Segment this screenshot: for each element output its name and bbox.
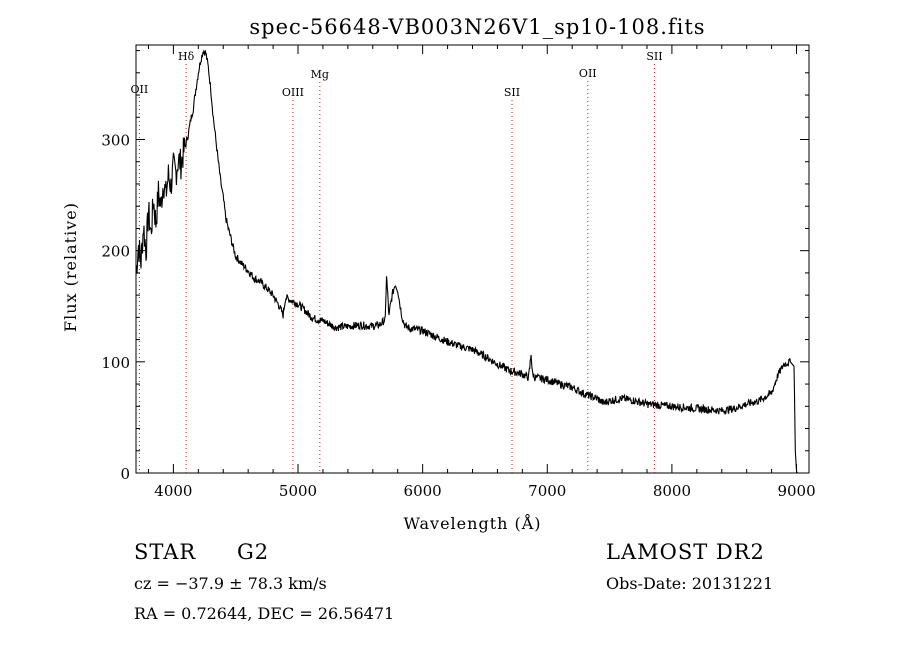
x-tick-label: 5000 — [279, 482, 317, 500]
y-tick-label: 100 — [101, 354, 130, 372]
x-tick-label: 6000 — [404, 482, 442, 500]
spectral-line-label: SII — [646, 50, 662, 63]
chart-title: spec-56648-VB003N26V1_sp10-108.fits — [249, 15, 705, 39]
spectrum-line — [135, 49, 798, 474]
x-axis-label: Wavelength (Å) — [403, 513, 541, 533]
spectral-line-label: OII — [131, 83, 149, 96]
obs-date-label: Obs-Date: 20131221 — [606, 574, 774, 593]
spectral-line-label: OII — [579, 67, 597, 80]
subclass-label: G2 — [237, 540, 270, 564]
survey-label: LAMOST DR2 — [606, 540, 765, 564]
spectral-line-label: SII — [504, 86, 520, 99]
object-type-label: STAR — [134, 540, 197, 564]
y-tick-label: 300 — [101, 131, 130, 149]
y-axis-label: Flux (relative) — [61, 202, 80, 332]
spectral-line-label: Mg — [311, 68, 329, 81]
x-tick-label: 4000 — [154, 482, 192, 500]
y-tick-label: 0 — [120, 465, 130, 483]
x-tick-label: 9000 — [777, 482, 815, 500]
coords-label: RA = 0.72644, DEC = 26.56471 — [134, 604, 395, 623]
x-tick-label: 8000 — [653, 482, 691, 500]
x-tick-label: 7000 — [528, 482, 566, 500]
spectral-line-label: OIII — [282, 86, 304, 99]
y-tick-label: 200 — [101, 243, 130, 261]
spectral-line-label: Hδ — [178, 50, 195, 63]
redshift-label: cz = −37.9 ± 78.3 km/s — [134, 574, 327, 593]
